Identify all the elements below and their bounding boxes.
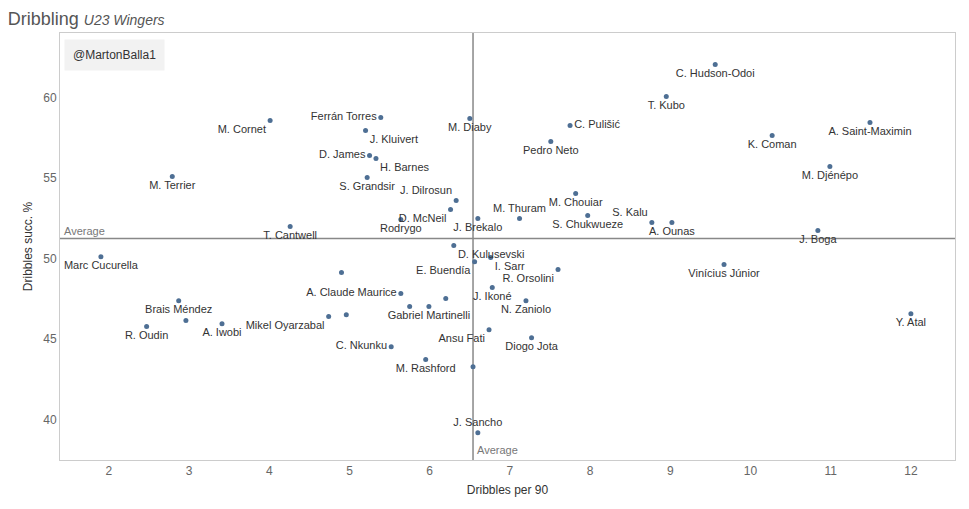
svg-text:Vinícius Júnior: Vinícius Júnior <box>688 267 760 279</box>
svg-text:4: 4 <box>266 464 273 478</box>
svg-text:Pedro Neto: Pedro Neto <box>523 144 579 156</box>
svg-text:10: 10 <box>744 464 758 478</box>
svg-text:6: 6 <box>426 464 433 478</box>
svg-text:J. Boga: J. Boga <box>799 233 837 245</box>
svg-text:N. Zaniolo: N. Zaniolo <box>501 303 551 315</box>
svg-text:M. Chouiar: M. Chouiar <box>549 196 603 208</box>
svg-text:S. Chukwueze: S. Chukwueze <box>552 218 623 230</box>
svg-text:R. Orsolini: R. Orsolini <box>503 272 554 284</box>
svg-text:M. Djénépo: M. Djénépo <box>802 169 858 181</box>
svg-text:D. McNeil: D. McNeil <box>399 212 447 224</box>
svg-text:H. Barnes: H. Barnes <box>380 161 429 173</box>
svg-text:C. Hudson-Odoi: C. Hudson-Odoi <box>676 67 755 79</box>
svg-text:Brais Méndez: Brais Méndez <box>145 303 212 315</box>
svg-text:Marc Cucurella: Marc Cucurella <box>64 259 139 271</box>
svg-text:M. Terrier: M. Terrier <box>149 179 196 191</box>
svg-text:S. Grandsir: S. Grandsir <box>339 180 395 192</box>
svg-text:Rodrygo: Rodrygo <box>380 222 422 234</box>
svg-text:50: 50 <box>43 252 57 266</box>
svg-text:Average: Average <box>477 444 518 456</box>
svg-text:Ansu Fati: Ansu Fati <box>438 332 484 344</box>
svg-text:C. Nkunku: C. Nkunku <box>336 339 387 351</box>
svg-text:11: 11 <box>824 464 837 478</box>
svg-text:Gabriel Martinelli: Gabriel Martinelli <box>388 309 471 321</box>
svg-text:C. Pulišić: C. Pulišić <box>574 118 620 130</box>
svg-text:D. Kulusevski: D. Kulusevski <box>458 248 525 260</box>
svg-text:M. Thuram: M. Thuram <box>493 202 546 214</box>
svg-text:45: 45 <box>43 332 57 346</box>
svg-text:M. Cornet: M. Cornet <box>218 123 266 135</box>
svg-text:M. Diaby: M. Diaby <box>448 121 492 133</box>
svg-text:Mikel Oyarzabal: Mikel Oyarzabal <box>246 319 325 331</box>
svg-text:8: 8 <box>587 464 594 478</box>
svg-text:K. Coman: K. Coman <box>748 138 797 150</box>
svg-text:Dribbles per 90: Dribbles per 90 <box>467 483 549 497</box>
svg-text:J. Sancho: J. Sancho <box>453 416 502 428</box>
svg-text:T. Kubo: T. Kubo <box>648 99 685 111</box>
svg-text:2: 2 <box>106 464 113 478</box>
svg-text:Y. Atal: Y. Atal <box>896 316 926 328</box>
svg-text:A. Saint-Maximin: A. Saint-Maximin <box>828 125 911 137</box>
svg-text:@MartonBalla1: @MartonBalla1 <box>73 48 156 62</box>
svg-text:I. Sarr: I. Sarr <box>495 260 525 272</box>
svg-text:E. Buendía: E. Buendía <box>416 264 471 276</box>
svg-text:A. Ounas: A. Ounas <box>649 225 695 237</box>
svg-text:Average: Average <box>64 225 105 237</box>
svg-text:9: 9 <box>667 464 674 478</box>
svg-text:55: 55 <box>43 171 57 185</box>
svg-text:S. Kalu: S. Kalu <box>612 206 647 218</box>
svg-text:J. Dilrosun: J. Dilrosun <box>400 184 452 196</box>
svg-text:D. James: D. James <box>319 148 366 160</box>
svg-text:M. Rashford: M. Rashford <box>396 362 456 374</box>
svg-text:J. Ikoné: J. Ikoné <box>473 290 512 302</box>
svg-text:60: 60 <box>43 91 57 105</box>
svg-text:A. Iwobi: A. Iwobi <box>202 326 241 338</box>
svg-text:5: 5 <box>346 464 353 478</box>
svg-text:T. Cantwell: T. Cantwell <box>263 229 317 241</box>
svg-text:R. Oudin: R. Oudin <box>125 329 168 341</box>
svg-text:J. Kluivert: J. Kluivert <box>370 133 418 145</box>
svg-text:A. Claude Maurice: A. Claude Maurice <box>306 286 397 298</box>
svg-text:Ferrán Torres: Ferrán Torres <box>311 110 377 122</box>
svg-text:Dribbling U23 Wingers: Dribbling U23 Wingers <box>8 9 165 29</box>
svg-text:Dribbles succ. %: Dribbles succ. % <box>21 201 35 291</box>
svg-text:40: 40 <box>43 413 57 427</box>
svg-text:Diogo Jota: Diogo Jota <box>505 340 558 352</box>
svg-text:12: 12 <box>904 464 918 478</box>
svg-text:J. Brekalo: J. Brekalo <box>453 221 502 233</box>
svg-text:7: 7 <box>507 464 514 478</box>
svg-text:3: 3 <box>186 464 193 478</box>
